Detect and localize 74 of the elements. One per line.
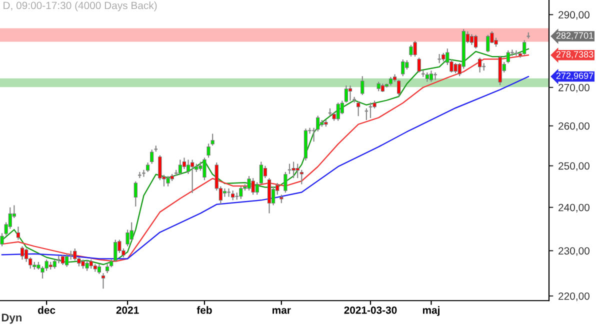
candlestick xyxy=(514,50,519,56)
candlestick xyxy=(433,72,438,80)
candlestick xyxy=(16,226,20,240)
candlestick xyxy=(356,100,360,117)
x-tick-label: maj xyxy=(422,306,440,316)
candlestick xyxy=(267,178,272,214)
candlestick xyxy=(239,186,243,200)
candlestick xyxy=(376,81,380,92)
candlestick xyxy=(222,188,227,198)
candlestick xyxy=(292,161,296,179)
candlestick xyxy=(300,169,304,185)
candlestick xyxy=(425,72,429,82)
candlestick xyxy=(190,159,194,194)
candlestick xyxy=(336,102,340,122)
x-tick-label: 2021-03-30 xyxy=(344,306,397,314)
candlestick xyxy=(186,159,190,175)
candlestick xyxy=(24,248,28,262)
y-tick-label: 230,00 xyxy=(558,247,590,256)
candlestick xyxy=(202,157,206,181)
y-tick-label: 260,00 xyxy=(558,122,590,131)
x-tick-label: mar xyxy=(272,308,291,314)
candlestick xyxy=(409,44,413,58)
candlestick xyxy=(106,264,110,274)
chart-title: D, 09:00-17:30 (4000 Days Back) xyxy=(4,2,157,12)
candlestick xyxy=(85,260,89,272)
candlestick xyxy=(401,58,405,77)
x-tick-label: 2021 xyxy=(116,306,139,314)
text: 272,9697 xyxy=(556,72,594,80)
y-tick-label: 270,00 xyxy=(558,84,590,93)
candlestick xyxy=(368,102,373,119)
candlestick xyxy=(226,188,232,198)
candlestick xyxy=(437,53,442,64)
candlestick xyxy=(454,62,458,74)
candlestick xyxy=(247,175,251,192)
x-tick-label: dec xyxy=(38,306,56,314)
candlestick xyxy=(134,180,138,208)
candlestick xyxy=(231,190,235,201)
candlestick xyxy=(417,57,421,73)
text: 278,7383 xyxy=(556,51,594,59)
y-tick-label: 250,00 xyxy=(558,162,590,171)
candlestick xyxy=(284,171,288,194)
text: Dyn xyxy=(2,314,22,324)
candlestick xyxy=(405,60,409,70)
candlestick xyxy=(166,175,170,187)
y-tick-label: 290,00 xyxy=(558,11,590,20)
candlestick xyxy=(60,254,65,266)
y-tick-label: 240,00 xyxy=(558,204,590,212)
candlestick xyxy=(206,143,210,158)
candlestick xyxy=(182,157,186,170)
candlestick xyxy=(142,169,146,178)
candlestick xyxy=(413,40,417,58)
candlestick xyxy=(150,149,154,164)
candlestick xyxy=(137,171,142,179)
candlestick xyxy=(65,253,69,268)
candlestick xyxy=(486,34,490,53)
y-tick-label: 220,00 xyxy=(558,292,590,302)
candlestick xyxy=(429,70,434,82)
candlestick xyxy=(178,159,182,176)
candlestick xyxy=(506,50,510,64)
candlestick xyxy=(478,57,482,73)
candlestick xyxy=(344,84,348,104)
x-tick-label: feb xyxy=(196,306,212,314)
candlestick xyxy=(360,76,364,96)
candlestick xyxy=(474,34,478,50)
candlestick xyxy=(130,222,134,242)
candlestick xyxy=(101,272,106,290)
candlestick xyxy=(97,264,101,275)
candlestick xyxy=(348,84,352,102)
candlestick xyxy=(340,100,344,115)
candlestick xyxy=(522,40,526,56)
text: 282,7701 xyxy=(556,32,594,40)
candlestick xyxy=(251,178,255,196)
candlestick xyxy=(470,34,474,46)
candlestick xyxy=(20,246,24,260)
